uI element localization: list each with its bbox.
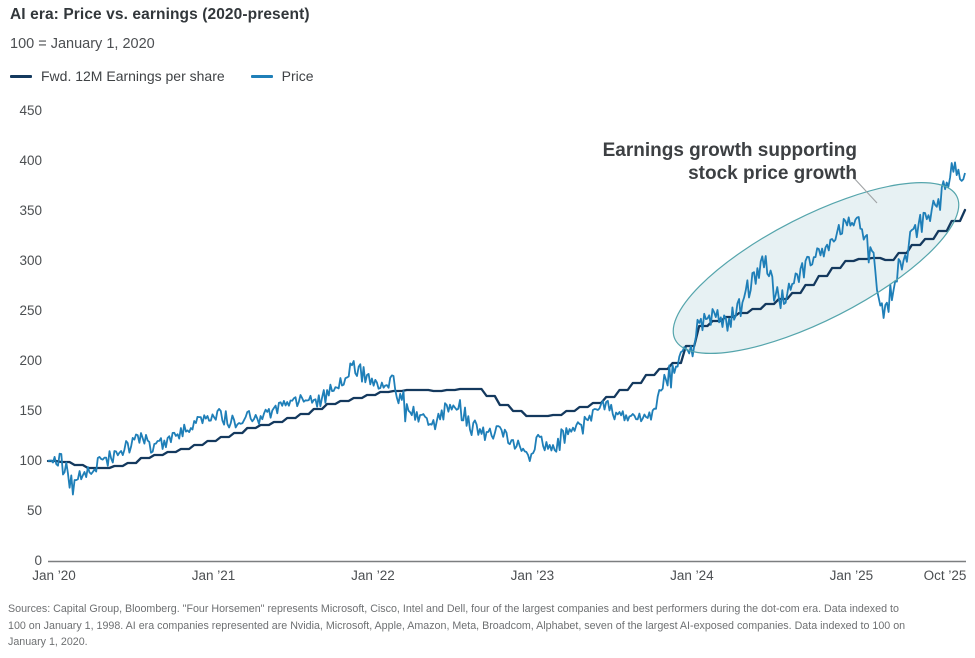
price-line-swatch-icon (250, 74, 273, 78)
y-axis-tick-label: 250 (19, 303, 42, 318)
chart-legend: Fwd. 12M Earnings per share Price (10, 68, 314, 84)
page-title: AI era: Price vs. earnings (2020-present… (10, 6, 310, 23)
y-axis-tick-label: 200 (19, 353, 42, 368)
y-axis-tick-label: 0 (34, 553, 42, 568)
x-axis-tick-label: Jan ’22 (351, 568, 395, 583)
x-axis-tick-label: Jan ’24 (670, 568, 714, 583)
y-axis-tick-label: 50 (26, 503, 42, 518)
x-axis-tick-label: Jan ’25 (829, 568, 874, 583)
chart-subtitle: 100 = January 1, 2020 (10, 36, 155, 52)
price-line (47, 161, 966, 496)
earnings-line-swatch-icon (10, 74, 32, 78)
legend-label-price: Price (281, 68, 314, 84)
y-axis-tick-label: 400 (19, 153, 42, 168)
y-axis-tick-label: 100 (19, 453, 42, 468)
highlight-ellipse-fill (673, 182, 959, 354)
footer-sources: Sources: Capital Group, Bloomberg. "Four… (8, 603, 906, 648)
x-axis-tick-label: Jan ’20 (32, 568, 76, 583)
y-axis-tick-label: 300 (19, 253, 42, 268)
legend-item-price: Price (250, 68, 314, 84)
earnings-line (46, 208, 967, 470)
annotation-callout: Earnings growth supporting stock price g… (602, 140, 857, 184)
y-axis-tick-label: 450 (19, 103, 42, 118)
y-axis-tick-label: 150 (19, 403, 42, 418)
x-axis-tick-label: Jan ’23 (510, 568, 555, 583)
x-axis-tick-label: Oct ’25 (923, 568, 967, 583)
annotation-leader-line (852, 176, 878, 204)
highlight-ellipse-outline (672, 182, 960, 354)
legend-label-earnings: Fwd. 12M Earnings per share (41, 68, 225, 84)
y-axis-tick-label: 350 (19, 203, 42, 218)
x-axis-tick-label: Jan ’21 (191, 568, 236, 583)
legend-item-earnings: Fwd. 12M Earnings per share (10, 68, 225, 84)
